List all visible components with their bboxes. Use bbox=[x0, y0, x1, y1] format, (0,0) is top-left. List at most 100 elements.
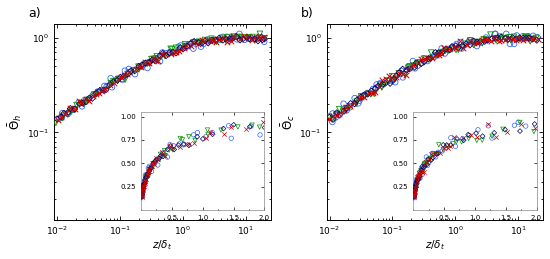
Point bbox=[398, 75, 407, 80]
Point bbox=[376, 82, 384, 87]
Point bbox=[381, 81, 390, 85]
Point bbox=[379, 83, 388, 87]
Point bbox=[430, 55, 439, 59]
Point bbox=[172, 46, 180, 50]
Point bbox=[69, 107, 78, 112]
Point bbox=[487, 37, 496, 41]
Point bbox=[149, 56, 158, 60]
Point bbox=[454, 45, 463, 49]
Point bbox=[252, 37, 261, 41]
Point bbox=[166, 50, 174, 54]
Point bbox=[394, 71, 403, 75]
Point bbox=[84, 97, 93, 101]
Point bbox=[237, 35, 246, 39]
Point bbox=[519, 38, 528, 42]
Point bbox=[64, 112, 73, 116]
Point bbox=[515, 36, 524, 40]
Point bbox=[141, 61, 150, 65]
Point bbox=[240, 38, 249, 42]
Point bbox=[456, 40, 465, 44]
Point bbox=[166, 52, 175, 56]
Point bbox=[454, 48, 463, 52]
Point bbox=[367, 89, 376, 93]
Point bbox=[85, 96, 94, 100]
Point bbox=[145, 60, 153, 64]
Point bbox=[528, 37, 537, 41]
Point bbox=[512, 37, 520, 41]
Point bbox=[66, 106, 75, 110]
Point bbox=[437, 51, 446, 55]
Point bbox=[405, 67, 414, 71]
Point bbox=[131, 67, 140, 71]
Point bbox=[357, 95, 366, 99]
Point bbox=[398, 67, 407, 71]
Point bbox=[103, 84, 112, 89]
Point bbox=[500, 38, 509, 42]
Point bbox=[54, 118, 63, 122]
Point bbox=[52, 121, 60, 125]
Point bbox=[448, 47, 456, 51]
Point bbox=[426, 55, 435, 60]
Point bbox=[391, 80, 400, 84]
Point bbox=[180, 46, 189, 50]
Point bbox=[250, 37, 259, 41]
Point bbox=[448, 45, 456, 49]
Point bbox=[217, 38, 226, 42]
Point bbox=[437, 51, 446, 55]
Point bbox=[226, 39, 235, 44]
Point bbox=[483, 37, 492, 41]
Point bbox=[257, 35, 266, 39]
Point bbox=[189, 40, 198, 45]
Point bbox=[161, 52, 170, 56]
Point bbox=[350, 102, 359, 106]
Point bbox=[244, 35, 252, 39]
Point bbox=[435, 53, 444, 57]
Point bbox=[226, 37, 234, 41]
Point bbox=[172, 51, 180, 55]
Point bbox=[458, 45, 466, 49]
Point bbox=[235, 37, 244, 41]
Point bbox=[183, 44, 191, 48]
Point bbox=[230, 35, 239, 39]
Point bbox=[372, 82, 381, 87]
Point bbox=[153, 59, 162, 63]
Point bbox=[479, 37, 488, 41]
Point bbox=[53, 117, 62, 121]
Point bbox=[139, 63, 147, 67]
Point bbox=[354, 96, 363, 100]
Point bbox=[410, 66, 419, 70]
Point bbox=[360, 95, 368, 99]
Point bbox=[151, 59, 160, 63]
Point bbox=[353, 99, 361, 104]
Point bbox=[72, 103, 81, 107]
Point bbox=[175, 48, 184, 52]
Point bbox=[243, 35, 251, 39]
Point bbox=[364, 92, 372, 96]
Point bbox=[236, 37, 245, 41]
Point bbox=[370, 90, 379, 94]
Point bbox=[66, 106, 75, 111]
Point bbox=[412, 61, 421, 66]
Point bbox=[350, 96, 359, 100]
Point bbox=[92, 91, 101, 96]
Point bbox=[113, 77, 122, 81]
Point bbox=[424, 57, 433, 61]
Point bbox=[324, 114, 333, 119]
Point bbox=[375, 84, 384, 88]
Point bbox=[360, 93, 368, 97]
Point bbox=[353, 98, 361, 102]
Point bbox=[158, 51, 167, 55]
Point bbox=[331, 115, 340, 119]
Point bbox=[424, 59, 432, 63]
Point bbox=[179, 47, 188, 51]
Point bbox=[488, 37, 497, 41]
Point bbox=[195, 40, 204, 44]
Point bbox=[363, 91, 372, 95]
Point bbox=[63, 112, 72, 116]
Point bbox=[492, 38, 500, 42]
Point bbox=[372, 85, 381, 90]
Point bbox=[431, 51, 440, 55]
Point bbox=[469, 41, 478, 45]
Point bbox=[342, 105, 350, 109]
Point bbox=[90, 92, 98, 97]
